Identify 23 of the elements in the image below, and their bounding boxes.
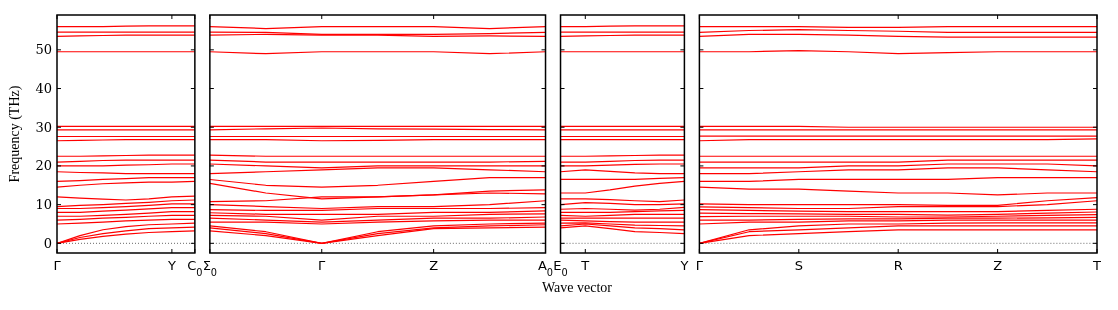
y-tick-label: 40: [35, 81, 52, 97]
y-tick-label: 50: [35, 42, 52, 58]
y-tick-label: 0: [43, 235, 52, 251]
x-tick-label: Γ: [53, 258, 62, 273]
x-tick-label: T: [1092, 258, 1102, 273]
x-tick-label: Y: [166, 258, 176, 273]
x-tick-label: S: [794, 258, 803, 273]
x-axis-title: Wave vector: [542, 280, 613, 295]
x-tick-label: Z: [993, 258, 1003, 273]
x-tick-label: Y: [679, 258, 689, 273]
y-tick-label: 30: [35, 119, 52, 135]
x-tick-label: Σ$_{0}$: [202, 258, 218, 278]
y-axis-title: Frequency (THz): [7, 85, 23, 183]
x-tick-label: E$_{0}$: [553, 258, 568, 278]
y-tick-label: 10: [35, 197, 52, 213]
x-tick-label: A$_{0}$: [537, 258, 554, 278]
x-tick-label: T: [580, 258, 590, 273]
x-tick-label: Z: [429, 258, 439, 273]
x-tick-label: Γ: [695, 258, 704, 273]
y-tick-label: 20: [35, 158, 52, 174]
x-tick-label: R: [893, 258, 903, 273]
x-tick-label: Γ: [318, 258, 327, 273]
x-tick-label: C$_{0}$: [187, 258, 203, 278]
